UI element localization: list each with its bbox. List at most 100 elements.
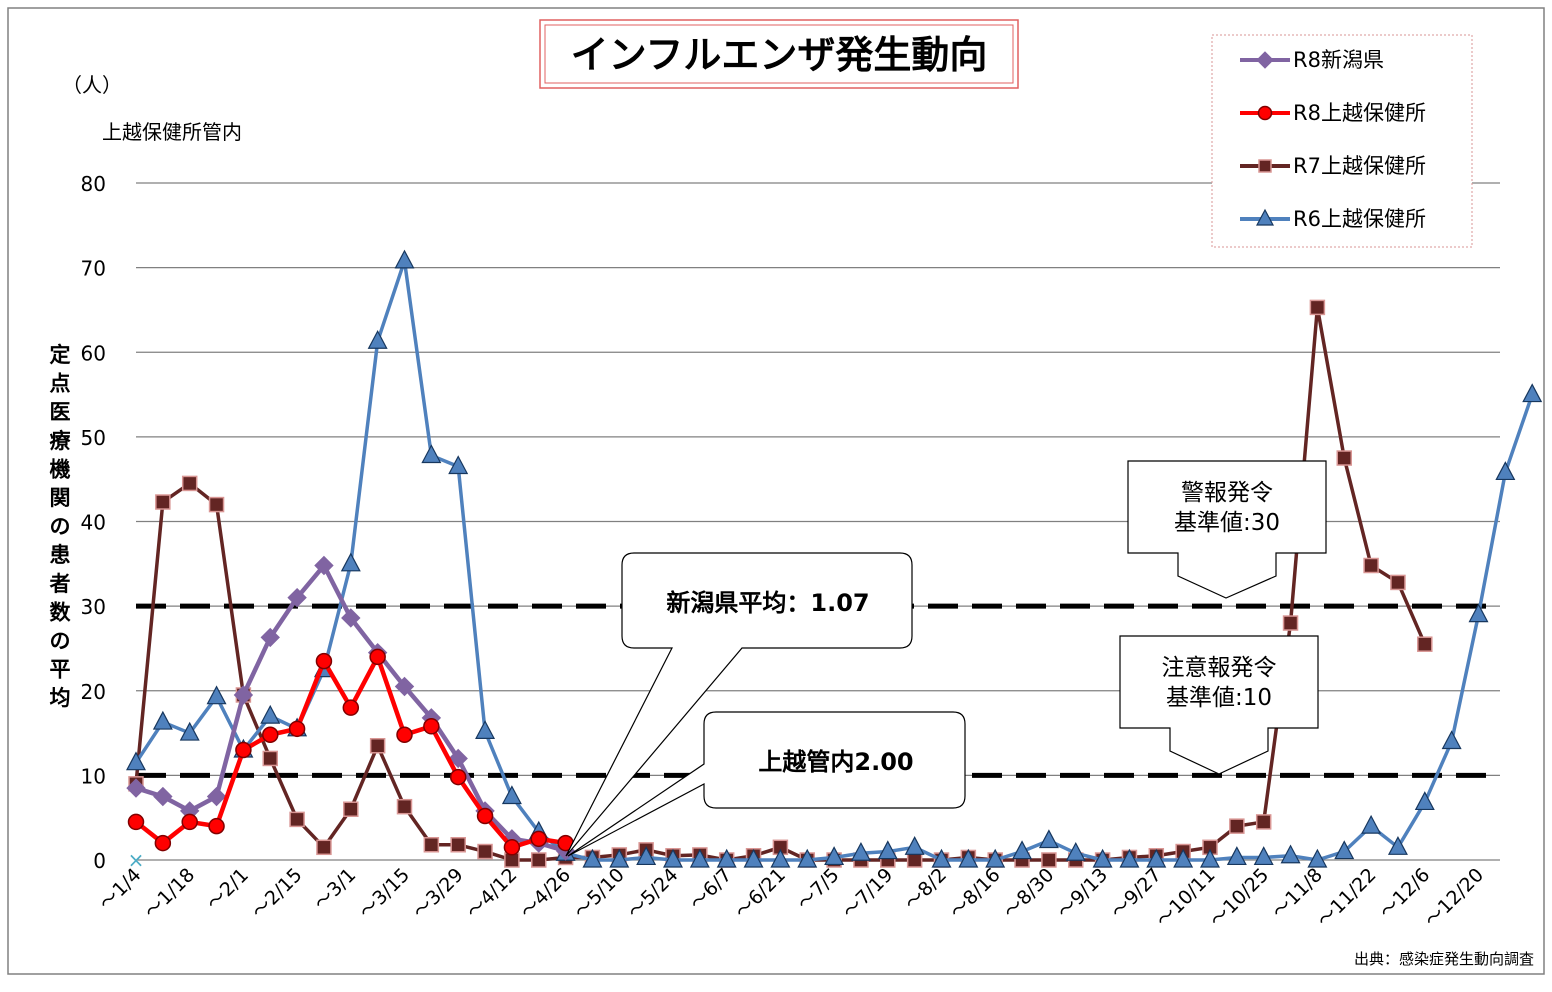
data-point-circle	[530, 830, 547, 848]
advisory-callout-line2: 基準値:10	[1166, 685, 1272, 711]
data-point-square	[1258, 159, 1272, 173]
joetsu-callout-shape	[567, 711, 966, 857]
data-point-diamond	[341, 608, 361, 628]
y-unit-label: （人）	[62, 73, 122, 97]
y-tick-label: 30	[81, 595, 106, 619]
data-point-diamond	[126, 778, 146, 798]
data-point-triangle	[475, 720, 496, 739]
data-point-square	[343, 801, 359, 817]
y-axis: 0 10 20 30 40 50 60 70 80	[81, 172, 106, 873]
data-point-square	[289, 811, 305, 828]
y-axis-title-char: の	[50, 629, 71, 653]
data-point-circle	[181, 813, 198, 831]
data-point-triangle	[1387, 836, 1408, 855]
data-point-triangle	[636, 846, 657, 866]
data-point-square	[1309, 299, 1326, 316]
data-point-circle	[127, 813, 145, 831]
data-point-triangle	[448, 455, 469, 475]
data-point-triangle	[1522, 383, 1543, 403]
y-axis-title-char: 点	[50, 372, 71, 396]
data-point-triangle	[985, 848, 1006, 868]
legend-label: R8新潟県	[1293, 48, 1384, 72]
chart-title: インフルエンザ発生動向	[571, 33, 988, 77]
data-point-square	[369, 738, 386, 754]
data-point-square	[477, 843, 493, 860]
data-point-triangle	[340, 552, 361, 572]
data-point-diamond	[394, 676, 415, 697]
y-axis-title-char: 療	[50, 429, 72, 453]
series-1	[127, 648, 574, 856]
y-axis-title-char: 機	[50, 457, 71, 481]
advisory-callout: 注意報発令 基準値:10	[1119, 635, 1319, 775]
data-point-triangle	[1334, 840, 1355, 860]
y-tick-label: 20	[81, 680, 106, 704]
data-point-triangle	[1200, 848, 1220, 868]
joetsu-callout-text: 上越管内2.00	[758, 748, 913, 776]
data-point-triangle	[367, 329, 388, 349]
data-point-circle	[262, 726, 279, 744]
y-axis-title-char: 者	[50, 572, 71, 596]
data-point-square	[1282, 615, 1299, 631]
data-point-diamond	[287, 587, 307, 608]
data-point-triangle	[1226, 846, 1247, 866]
data-point-diamond	[448, 748, 468, 769]
data-point-triangle	[1256, 208, 1274, 226]
data-point-circle	[449, 768, 467, 786]
y-tick-label: 40	[81, 511, 106, 535]
data-point-circle	[288, 720, 306, 738]
data-point-circle	[235, 741, 252, 759]
data-point-triangle	[260, 704, 281, 724]
chart-title-box-outer	[539, 19, 1019, 89]
origin-x-marker: ×	[128, 848, 145, 872]
y-axis-title-char: 平	[50, 658, 71, 682]
legend-box	[1211, 34, 1473, 248]
legend-label: R6上越保健所	[1293, 207, 1426, 231]
data-point-triangle	[743, 848, 764, 868]
data-point-square	[181, 475, 198, 492]
data-point-square	[1255, 814, 1272, 830]
data-point-triangle	[1468, 603, 1489, 623]
data-point-circle	[315, 652, 333, 670]
y-tick-label: 70	[81, 257, 106, 281]
data-point-triangle	[824, 846, 845, 866]
y-axis-title-char: 定	[50, 343, 71, 367]
legend-label: R7上越保健所	[1293, 154, 1426, 178]
data-point-triangle	[1065, 841, 1086, 861]
y-tick-label: 60	[81, 341, 106, 365]
data-point-diamond	[1256, 51, 1274, 69]
data-point-diamond	[233, 685, 254, 705]
chart-title-box-inner	[544, 24, 1014, 84]
data-point-triangle	[1012, 840, 1033, 860]
y-axis-title-char: 医	[50, 400, 71, 424]
data-point-square	[155, 494, 171, 510]
advisory-callout-line1: 注意報発令	[1162, 655, 1277, 681]
data-point-triangle	[206, 685, 227, 705]
data-point-square	[906, 852, 923, 868]
data-point-square	[208, 496, 225, 513]
y-tick-label: 0	[93, 849, 106, 873]
data-point-triangle	[501, 785, 522, 805]
legend-items: R8新潟県 R8上越保健所 R7上越保健所 R6上越保健所	[1240, 48, 1426, 231]
data-point-square	[1390, 574, 1406, 591]
data-point-triangle	[1495, 461, 1516, 481]
data-point-diamond	[153, 786, 173, 807]
data-point-triangle	[394, 249, 415, 269]
series-group: ×	[126, 249, 1543, 872]
y-tick-label: 50	[81, 426, 106, 450]
data-point-square	[262, 750, 278, 767]
data-point-circle	[423, 718, 440, 735]
legend-label: R8上越保健所	[1293, 101, 1426, 125]
data-point-circle	[396, 726, 413, 744]
data-point-circle	[154, 834, 172, 852]
data-point-diamond	[314, 555, 334, 576]
data-point-triangle	[1253, 846, 1274, 866]
alarm-callout: 警報発令 基準値:30	[1127, 460, 1327, 599]
data-point-triangle	[582, 848, 603, 868]
data-point-triangle	[1146, 848, 1167, 868]
data-point-triangle	[689, 848, 710, 868]
alarm-callout-shape	[1127, 460, 1327, 599]
data-point-square	[531, 852, 547, 868]
data-point-triangle	[1441, 730, 1462, 750]
